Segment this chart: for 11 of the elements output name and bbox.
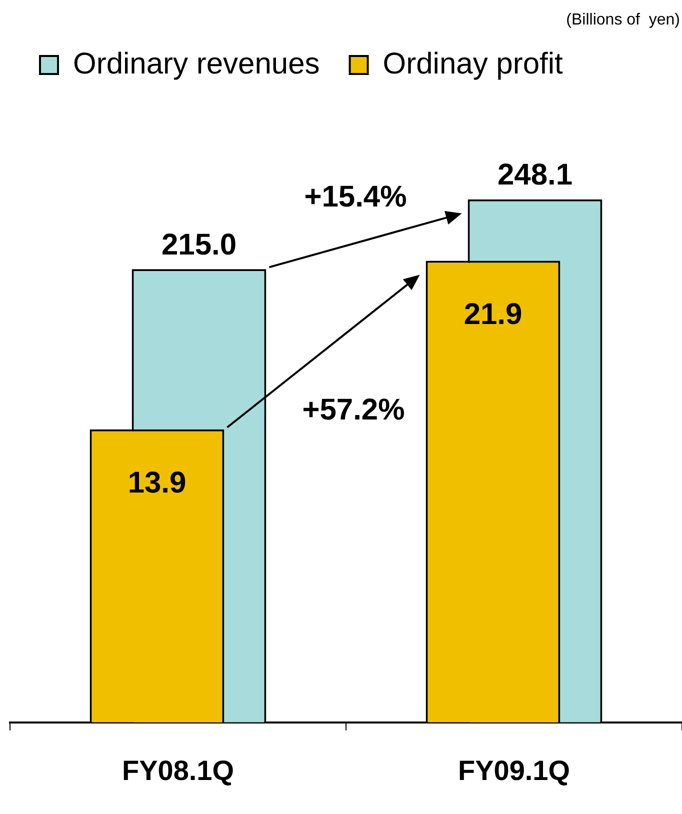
legend-label: Ordinary revenues — [73, 47, 320, 80]
annotation: +57.2% — [302, 393, 405, 426]
data-label: 248.1 — [497, 158, 573, 192]
x-tick-label: FY08.1Q — [122, 754, 234, 786]
legend-label: Ordinay profit — [382, 47, 564, 80]
data-label: 21.9 — [464, 298, 522, 332]
data-label: 215.0 — [161, 228, 237, 262]
text: (Billions of yen) — [566, 11, 680, 28]
data-label: 13.9 — [128, 466, 186, 500]
annotation: +15.4% — [304, 180, 407, 214]
x-tick-label: FY09.1Q — [458, 754, 570, 786]
